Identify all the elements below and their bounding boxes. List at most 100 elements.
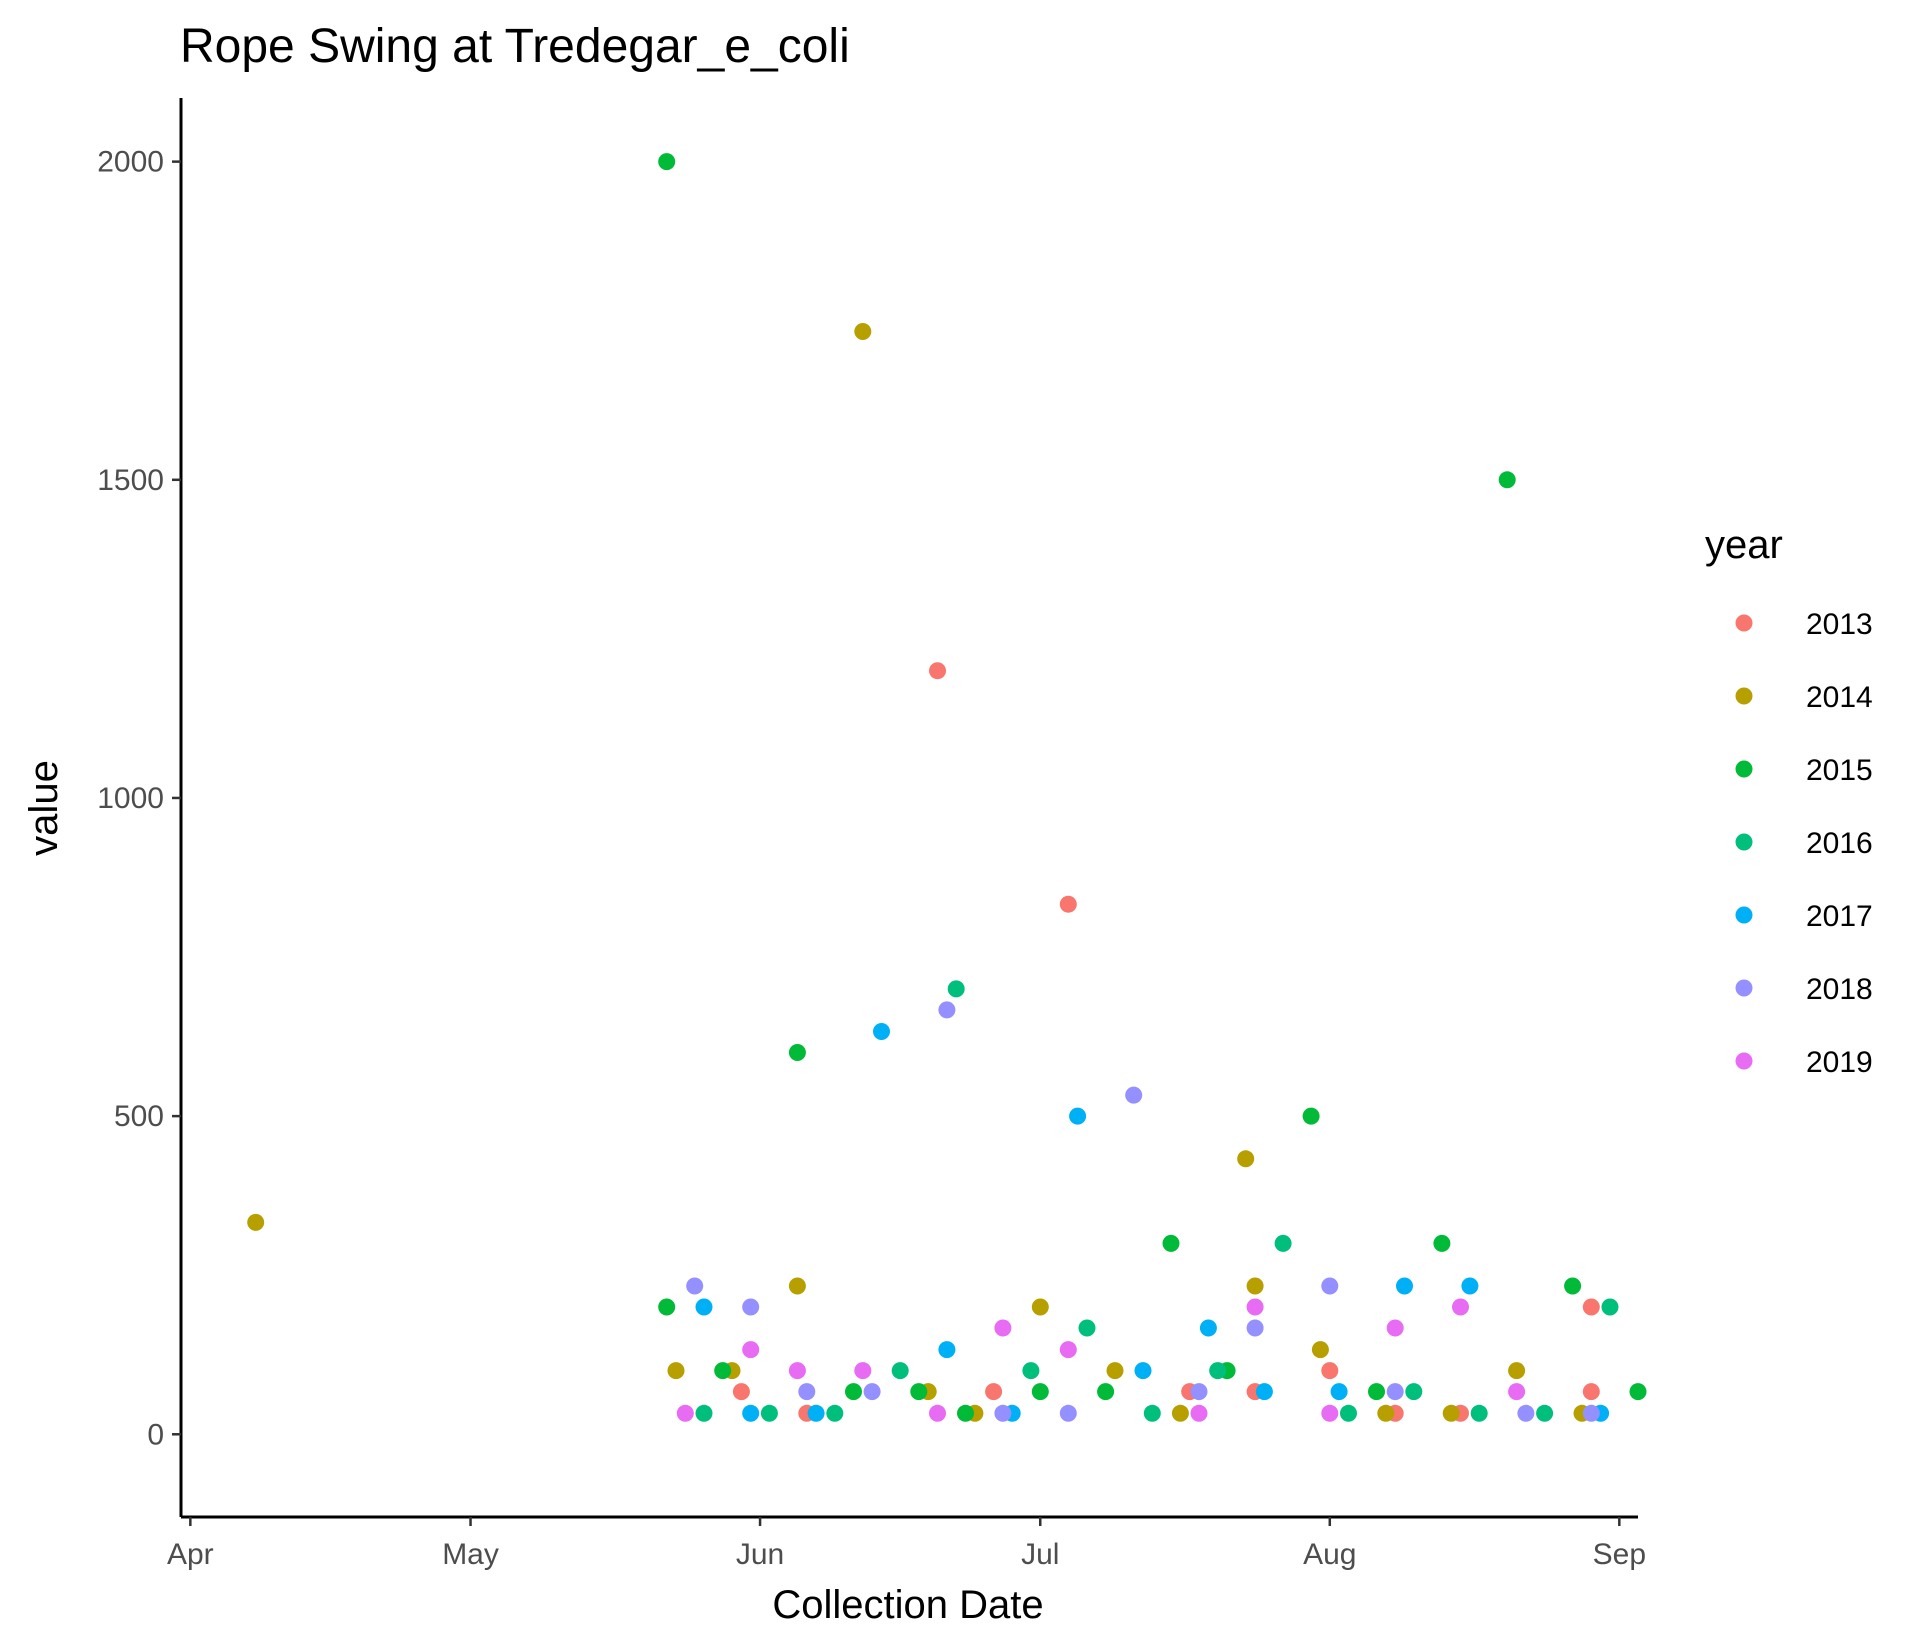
data-point-2018 xyxy=(1386,1383,1404,1401)
legend-label-2016: 2016 xyxy=(1806,827,1873,860)
data-point-2017 xyxy=(807,1404,825,1422)
y-tick-label: 500 xyxy=(114,1100,164,1133)
data-point-2014 xyxy=(788,1277,806,1295)
data-point-2018 xyxy=(1321,1277,1339,1295)
data-point-2019 xyxy=(1059,1341,1077,1359)
data-point-2017 xyxy=(695,1298,713,1316)
data-point-2013 xyxy=(929,662,946,680)
legend-label-2013: 2013 xyxy=(1806,608,1873,641)
data-point-2018 xyxy=(1582,1404,1600,1422)
data-point-2018 xyxy=(1517,1404,1535,1422)
y-axis-ticks: 0 500 1000 1500 2000 xyxy=(97,146,181,1451)
data-point-2015 xyxy=(1097,1383,1115,1401)
data-point-2015 xyxy=(1162,1234,1180,1252)
chart-title: Rope Swing at Tredegar_e_coli xyxy=(180,20,850,73)
data-point-2014 xyxy=(1311,1341,1329,1359)
data-point-2014 xyxy=(1237,1150,1255,1168)
data-point-2016 xyxy=(1536,1404,1554,1422)
y-tick-label: 1500 xyxy=(97,464,164,497)
data-point-2019 xyxy=(1190,1404,1208,1422)
data-point-2017 xyxy=(1461,1277,1479,1295)
data-point-2016 xyxy=(1078,1319,1096,1337)
data-point-2017 xyxy=(1069,1107,1087,1125)
data-point-2016 xyxy=(1209,1362,1227,1380)
legend-label-2018: 2018 xyxy=(1806,973,1873,1006)
data-point-2014 xyxy=(1246,1277,1264,1295)
legend-key-2017 xyxy=(1735,906,1753,924)
legend-items: 2013 2014 2015 2016 2017 2018 2019 xyxy=(1735,608,1873,1079)
data-point-2019 xyxy=(854,1362,872,1380)
data-point-2014 xyxy=(667,1362,685,1380)
data-point-2019 xyxy=(1246,1298,1264,1316)
data-point-2016 xyxy=(1601,1298,1619,1316)
data-point-2014 xyxy=(1377,1404,1395,1422)
data-point-2018 xyxy=(686,1277,704,1295)
x-axis-ticks: Apr May Jun Jul Aug Sep xyxy=(167,1517,1646,1571)
data-point-2016 xyxy=(891,1362,909,1380)
data-point-2019 xyxy=(788,1362,806,1380)
data-point-2018 xyxy=(1125,1086,1143,1104)
data-point-2019 xyxy=(1452,1298,1469,1316)
data-point-2013 xyxy=(985,1383,1003,1401)
data-point-2019 xyxy=(1508,1383,1526,1401)
data-point-2019 xyxy=(742,1341,760,1359)
y-tick-label: 1000 xyxy=(97,782,164,815)
data-point-2016 xyxy=(1470,1404,1488,1422)
data-point-2013 xyxy=(732,1383,750,1401)
y-tick-label: 2000 xyxy=(97,146,164,179)
legend-label-2014: 2014 xyxy=(1806,681,1873,714)
x-tick-label: Sep xyxy=(1593,1538,1646,1571)
legend-key-2013 xyxy=(1735,614,1753,632)
data-point-2018 xyxy=(863,1383,881,1401)
data-point-2017 xyxy=(742,1404,760,1422)
data-point-2016 xyxy=(826,1404,844,1422)
data-point-2016 xyxy=(760,1404,778,1422)
data-point-2017 xyxy=(1396,1277,1413,1295)
data-point-2013 xyxy=(1582,1383,1600,1401)
data-point-2015 xyxy=(910,1383,928,1401)
data-point-2015 xyxy=(957,1404,974,1422)
legend-key-2018 xyxy=(1735,979,1753,997)
data-point-2015 xyxy=(1302,1107,1320,1125)
data-point-2019 xyxy=(676,1404,694,1422)
data-point-2013 xyxy=(1582,1298,1600,1316)
legend-key-2015 xyxy=(1735,760,1753,778)
data-point-2017 xyxy=(938,1341,956,1359)
data-point-2015 xyxy=(714,1362,732,1380)
legend-label-2017: 2017 xyxy=(1806,900,1873,933)
data-point-2015 xyxy=(658,1298,676,1316)
data-point-2017 xyxy=(1134,1362,1152,1380)
x-tick-label: May xyxy=(442,1538,499,1571)
data-point-2019 xyxy=(994,1319,1012,1337)
data-point-2017 xyxy=(1199,1319,1217,1337)
plot-area: 0 500 1000 1500 2000 Apr May Jun Jul Aug Sep xyxy=(97,98,1647,1571)
data-point-2019 xyxy=(1321,1404,1339,1422)
data-point-2014 xyxy=(1442,1404,1460,1422)
data-point-2019 xyxy=(929,1404,946,1422)
data-point-2015 xyxy=(1368,1383,1385,1401)
x-tick-label: Apr xyxy=(167,1538,214,1571)
data-point-2015 xyxy=(788,1044,806,1061)
data-point-2015 xyxy=(1564,1277,1582,1295)
legend-label-2015: 2015 xyxy=(1806,754,1873,787)
data-point-2016 xyxy=(695,1404,713,1422)
data-point-2017 xyxy=(1330,1383,1348,1401)
data-point-2018 xyxy=(1059,1404,1077,1422)
data-point-2013 xyxy=(1321,1362,1339,1380)
data-point-2014 xyxy=(247,1213,265,1231)
data-point-2014 xyxy=(1106,1362,1124,1380)
data-point-2018 xyxy=(1190,1383,1208,1401)
data-point-2016 xyxy=(1340,1404,1357,1422)
data-point-2016 xyxy=(947,980,965,998)
y-tick-label: 0 xyxy=(147,1418,164,1451)
y-axis-title: value xyxy=(22,760,66,856)
data-point-2014 xyxy=(1031,1298,1049,1316)
data-point-2015 xyxy=(1498,471,1516,489)
data-point-2015 xyxy=(1629,1383,1647,1401)
x-tick-label: Jun xyxy=(736,1538,784,1571)
data-point-2015 xyxy=(658,153,676,171)
data-point-2014 xyxy=(1171,1404,1189,1422)
data-point-2019 xyxy=(1386,1319,1404,1337)
data-point-2015 xyxy=(1433,1234,1451,1252)
